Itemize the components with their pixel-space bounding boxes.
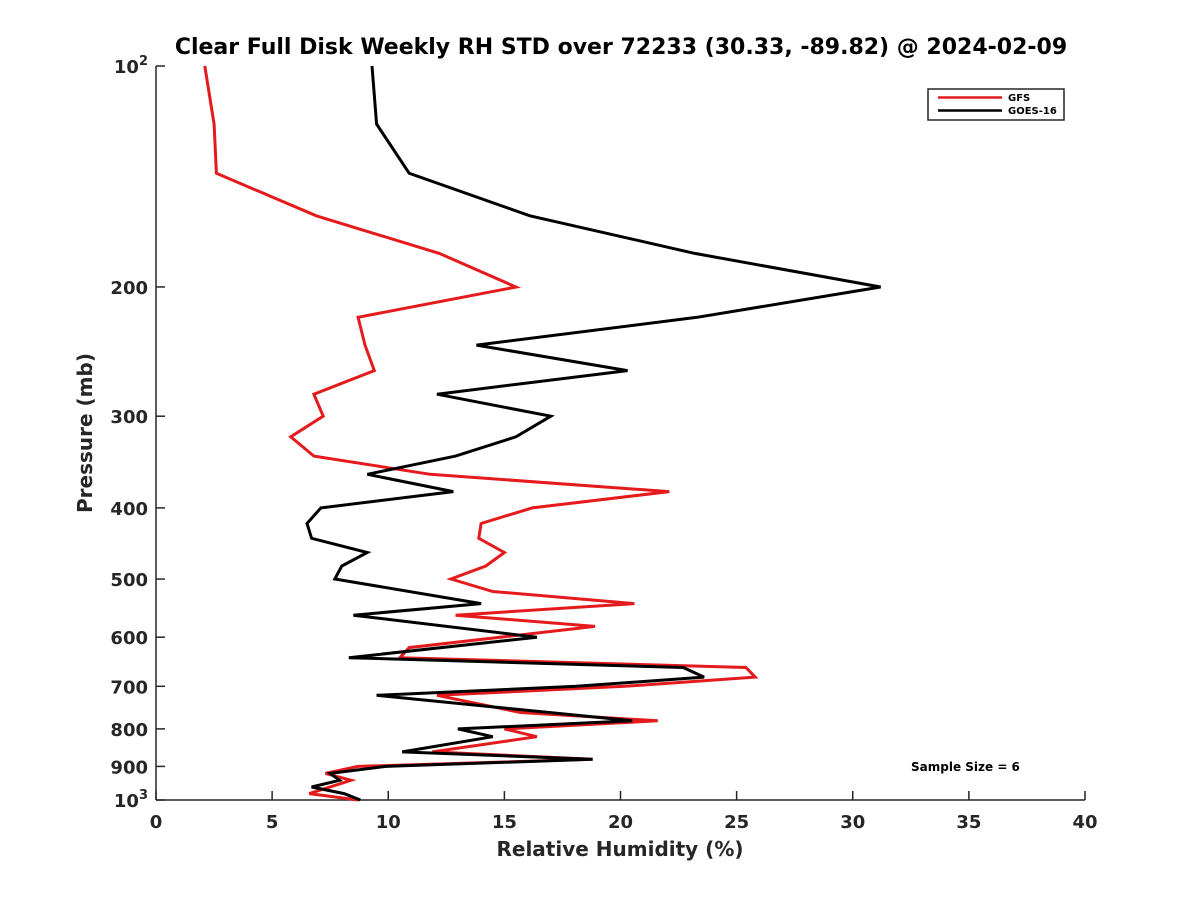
y-tick-label: 103 — [114, 788, 148, 812]
y-tick-label: 300 — [110, 407, 148, 428]
x-tick-label: 35 — [956, 812, 981, 833]
x-axis-label: Relative Humidity (%) — [496, 837, 743, 861]
x-tick-label: 5 — [266, 812, 279, 833]
x-tick-label: 15 — [492, 812, 517, 833]
y-tick-label: 600 — [110, 628, 148, 649]
x-tick-label: 30 — [840, 812, 865, 833]
chart-title: Clear Full Disk Weekly RH STD over 72233… — [175, 35, 1067, 60]
y-tick-label: 200 — [110, 278, 148, 299]
x-tick-label: 40 — [1072, 812, 1097, 833]
series-layer — [203, 65, 881, 802]
x-tick-label: 25 — [724, 812, 749, 833]
series-line-goes16 — [305, 65, 881, 802]
x-tick-label: 20 — [608, 812, 633, 833]
x-tick-label: 0 — [150, 812, 163, 833]
y-tick-label: 700 — [110, 677, 148, 698]
legend: GFS GOES-16 — [927, 88, 1065, 121]
axes: 0 5 10 15 20 25 30 35 40 102 200 300 400 500 600 700 800… — [110, 54, 1097, 833]
y-tick-label: 400 — [110, 499, 148, 520]
y-tick-label: 102 — [114, 54, 148, 78]
y-axis-label: Pressure (mb) — [73, 353, 97, 513]
series-line-gfs — [203, 65, 759, 802]
y-tick-label: 800 — [110, 720, 148, 741]
legend-box — [927, 88, 1065, 121]
y-tick-label: 900 — [110, 757, 148, 778]
legend-label-gfs: GFS — [1008, 93, 1030, 104]
legend-label-goes16: GOES-16 — [1008, 106, 1057, 117]
sample-size-annotation: Sample Size = 6 — [911, 760, 1020, 774]
x-tick-label: 10 — [376, 812, 401, 833]
y-tick-label: 500 — [110, 570, 148, 591]
